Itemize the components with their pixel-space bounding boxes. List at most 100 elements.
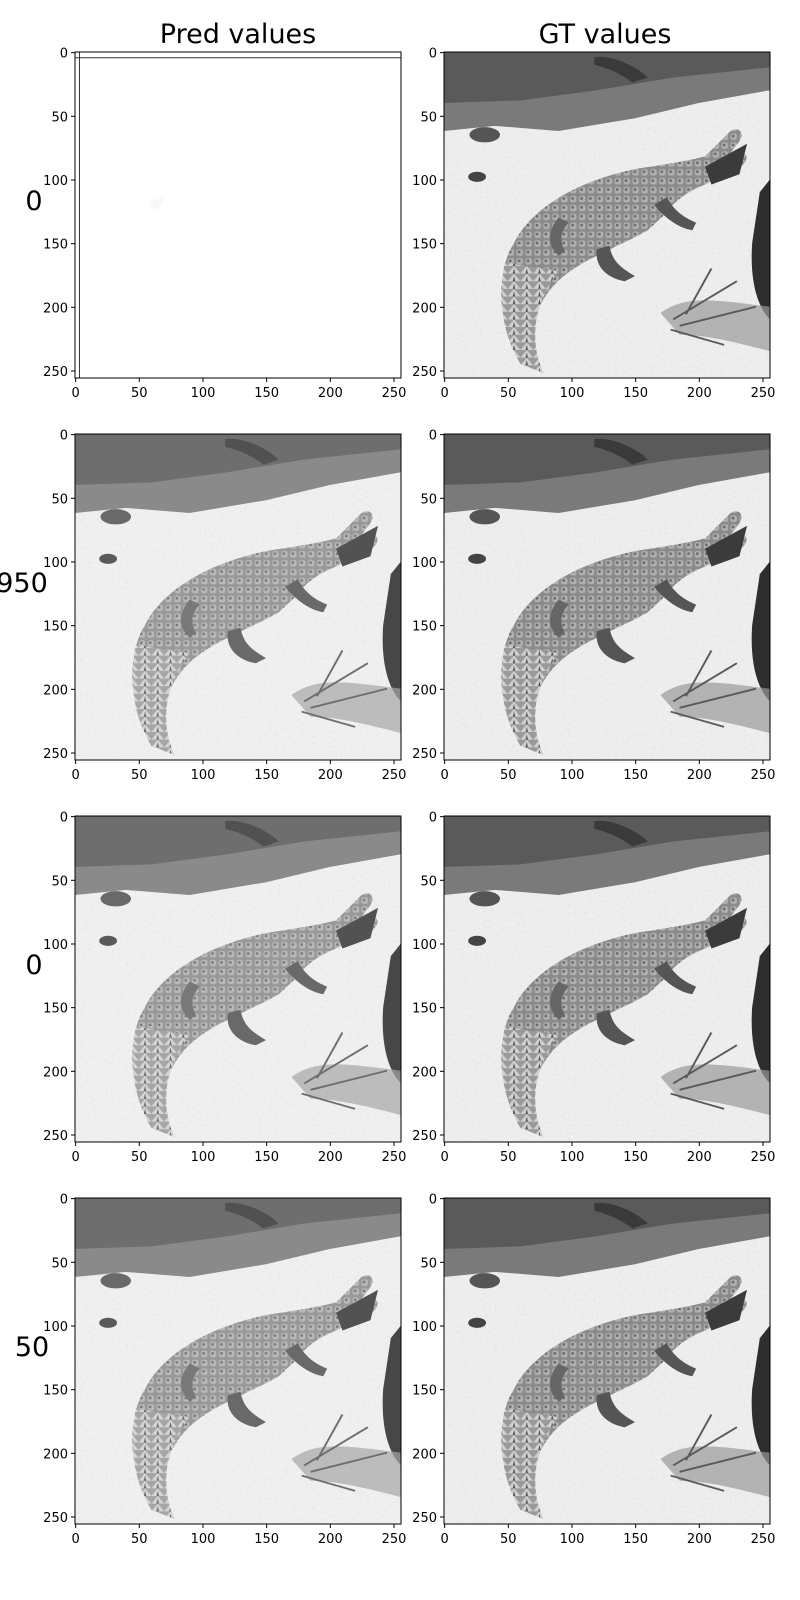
panel-frame [443,1197,771,1525]
y-tick-label: 200 [412,301,437,316]
y-tick-label: 250 [412,365,437,380]
y-tick-label: 200 [412,1447,437,1462]
y-tick-label: 100 [412,556,437,571]
y-tick-label: 250 [412,1129,437,1144]
y-tick-label: 50 [420,492,437,507]
x-tick-label: 0 [71,768,79,783]
x-tick-label: 250 [751,768,776,783]
y-tick-label: 100 [412,938,437,953]
y-tick-label: 200 [43,301,68,316]
x-tick-label: 200 [318,386,343,401]
x-tick-label: 150 [254,1150,279,1165]
x-tick-label: 250 [382,386,407,401]
x-tick-label: 100 [560,1532,585,1547]
y-tick-label: 150 [412,1384,437,1399]
y-tick-label: 50 [51,492,68,507]
y-tick-label: 250 [43,1129,68,1144]
x-tick-label: 50 [500,1532,517,1547]
y-tick-label: 150 [43,620,68,635]
x-tick-label: 50 [131,386,148,401]
x-tick-label: 150 [623,386,648,401]
panel-image [444,434,770,760]
y-tick-label: 0 [429,1193,437,1208]
x-tick-label: 0 [440,1150,448,1165]
y-tick-label: 0 [429,47,437,62]
row-label-1: 950 [0,568,48,599]
x-tick-label: 100 [191,1532,216,1547]
y-tick-label: 200 [412,683,437,698]
panel-frame [443,51,771,379]
x-tick-label: 250 [751,386,776,401]
x-tick-label: 150 [254,1532,279,1547]
y-tick-label: 50 [51,1256,68,1271]
y-tick-label: 100 [43,174,68,189]
x-tick-label: 100 [191,386,216,401]
y-tick-label: 250 [43,747,68,762]
y-tick-label: 250 [43,1511,68,1526]
x-tick-label: 0 [440,386,448,401]
y-tick-label: 150 [43,1384,68,1399]
x-tick-label: 250 [751,1150,776,1165]
panel-image [75,816,401,1142]
y-tick-label: 100 [412,174,437,189]
y-tick-label: 100 [43,556,68,571]
y-tick-label: 0 [60,429,68,444]
x-tick-label: 100 [560,1150,585,1165]
y-tick-label: 50 [420,110,437,125]
row-label-0: 0 [25,186,42,217]
x-tick-label: 200 [687,386,712,401]
panel-image [75,434,401,760]
x-tick-label: 50 [131,1150,148,1165]
x-tick-label: 200 [687,1532,712,1547]
x-tick-label: 200 [318,1532,343,1547]
y-tick-label: 150 [412,238,437,253]
x-tick-label: 50 [500,768,517,783]
x-tick-label: 250 [382,1532,407,1547]
col-title-gt: GT values [539,19,672,50]
x-tick-label: 0 [440,1532,448,1547]
x-tick-label: 250 [382,1150,407,1165]
panel-frame [443,815,771,1143]
x-tick-label: 0 [71,1532,79,1547]
y-tick-label: 0 [60,1193,68,1208]
y-tick-label: 250 [43,365,68,380]
y-tick-label: 200 [43,683,68,698]
y-tick-label: 0 [429,811,437,826]
x-tick-label: 200 [318,1150,343,1165]
y-tick-label: 0 [60,811,68,826]
x-tick-label: 100 [560,386,585,401]
panel-frame [443,433,771,761]
panel-image [444,52,770,378]
y-tick-label: 200 [43,1065,68,1080]
y-tick-label: 50 [51,110,68,125]
x-tick-label: 200 [687,768,712,783]
x-tick-label: 150 [623,768,648,783]
y-tick-label: 150 [412,620,437,635]
x-tick-label: 200 [318,768,343,783]
y-tick-label: 50 [420,874,437,889]
x-tick-label: 50 [500,386,517,401]
panel-image [75,52,401,378]
y-tick-label: 0 [60,47,68,62]
y-tick-label: 100 [412,1320,437,1335]
row-label-2: 0 [25,950,42,981]
x-tick-label: 150 [623,1150,648,1165]
panel-image [444,816,770,1142]
panel-image [75,1198,401,1524]
y-tick-label: 200 [412,1065,437,1080]
x-tick-label: 200 [687,1150,712,1165]
x-tick-label: 0 [440,768,448,783]
x-tick-label: 0 [71,1150,79,1165]
panel-frame [74,433,402,761]
y-tick-label: 200 [43,1447,68,1462]
panel-frame [74,1197,402,1525]
y-tick-label: 250 [412,1511,437,1526]
y-tick-label: 50 [51,874,68,889]
y-tick-label: 150 [43,1002,68,1017]
